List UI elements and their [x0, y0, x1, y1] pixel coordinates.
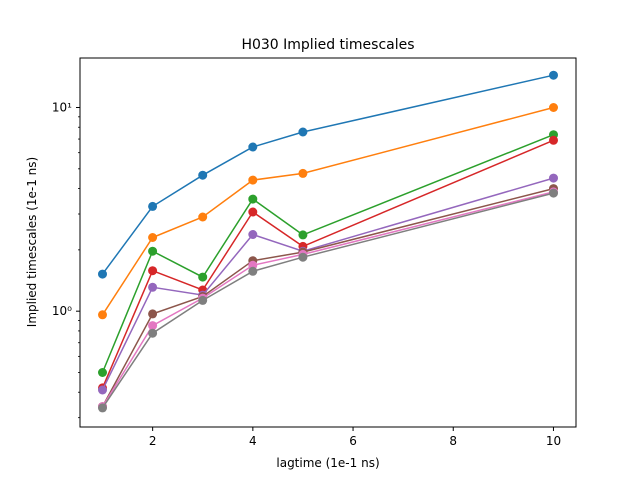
series-1-point: [549, 70, 558, 80]
x-tick-label: 2: [149, 434, 157, 448]
series-line-1: [101, 74, 554, 275]
series-3-point: [98, 368, 107, 377]
series-7-point: [148, 321, 158, 331]
series-8-point: [549, 188, 558, 198]
series-layer: [98, 70, 558, 413]
series-line-5: [101, 177, 554, 391]
series-2-point: [298, 168, 308, 178]
series-5-point: [248, 230, 258, 239]
series-4-point: [549, 135, 558, 145]
chart-title: H030 Implied timescales: [241, 37, 414, 53]
series-line-8: [101, 192, 554, 409]
series-1-point: [298, 127, 308, 137]
series-8-point: [148, 328, 158, 338]
series-8-point: [298, 252, 308, 262]
plot-area: 2 4 6 8 10 10⁰ 10¹: [52, 57, 577, 448]
series-2-point: [198, 212, 208, 222]
series-line-7: [101, 191, 554, 407]
x-tick-label: 4: [249, 434, 257, 448]
series-1-point: [148, 201, 158, 211]
series-3-point: [198, 272, 208, 282]
series-2-point: [148, 233, 158, 242]
series-4-point: [248, 207, 258, 217]
series-4-point: [148, 266, 158, 276]
series-8-point: [198, 295, 208, 305]
series-3-point: [248, 194, 258, 204]
series-5-point: [98, 385, 107, 395]
series-1-point: [198, 170, 208, 180]
x-tick-label: 10: [546, 434, 561, 448]
x-tick-label: 6: [349, 434, 357, 448]
series-5-point: [549, 173, 558, 183]
series-1-point: [248, 142, 258, 152]
series-8-point: [98, 403, 107, 413]
series-6-point: [148, 309, 158, 319]
series-line-2: [101, 106, 554, 316]
series-1-point: [98, 269, 107, 279]
series-line-6: [101, 187, 554, 407]
x-axis-label: lagtime (1e-1 ns): [276, 456, 379, 470]
series-3-point: [298, 230, 308, 240]
series-3-point: [148, 246, 158, 256]
series-line-4: [101, 139, 554, 389]
y-tick-label: 10¹: [52, 101, 72, 115]
y-axis-label: Implied timescales (1e-1 ns): [25, 157, 39, 327]
y-axis: 10⁰ 10¹: [52, 101, 80, 419]
x-axis: 2 4 6 8 10: [149, 427, 561, 448]
series-2-point: [98, 310, 107, 320]
axes-frame: [79, 57, 577, 428]
series-5-point: [148, 282, 158, 292]
x-tick-label: 8: [449, 434, 457, 448]
series-line-3: [101, 134, 554, 373]
series-2-point: [549, 103, 558, 112]
series-8-point: [248, 266, 258, 276]
series-2-point: [248, 175, 258, 185]
y-tick-label: 10⁰: [52, 304, 72, 318]
